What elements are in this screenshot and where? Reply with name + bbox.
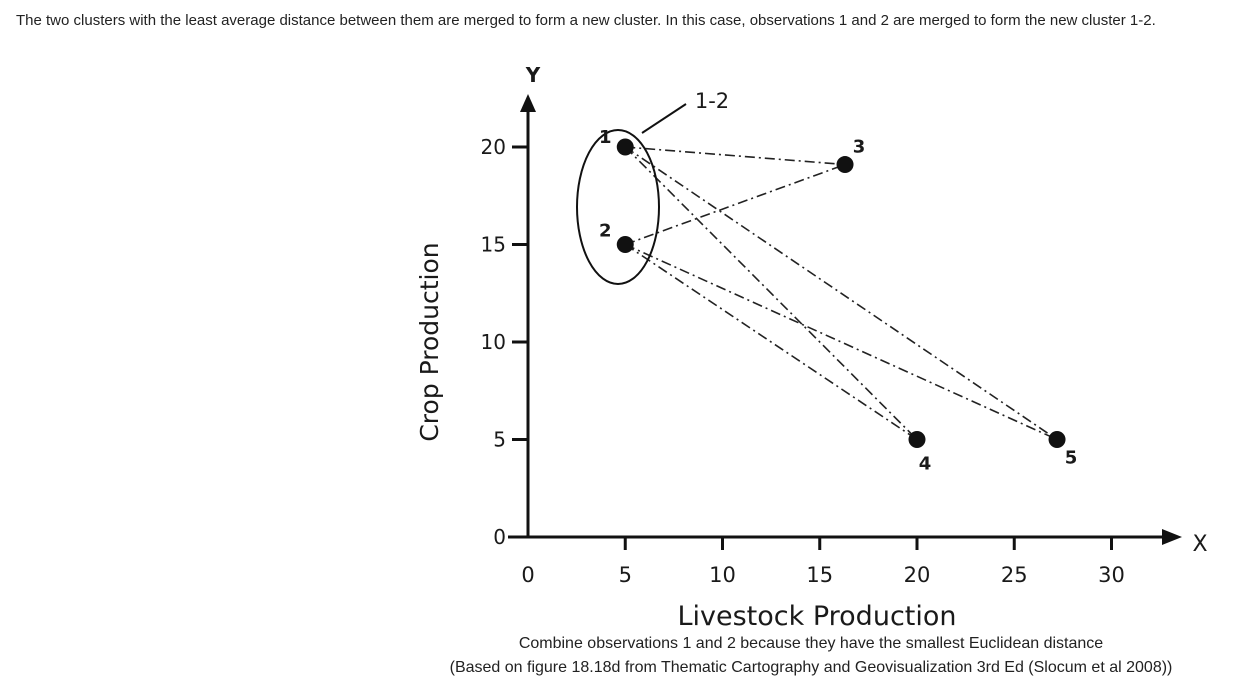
observation-label-1: 1 <box>599 127 612 148</box>
observation-point-1 <box>616 138 634 156</box>
x-tick-label: 0 <box>521 563 534 587</box>
observation-point-5 <box>1048 431 1066 448</box>
x-axis-label: Livestock Production <box>677 601 956 632</box>
observation-points: 1 2 3 4 5 <box>599 127 1077 475</box>
y-axis-arrow <box>520 94 536 112</box>
distance-link-2-3 <box>624 163 846 246</box>
y-tick-label: 0 <box>493 525 506 549</box>
distance-link-1-3 <box>625 146 846 166</box>
x-tick-label: 15 <box>806 563 833 587</box>
x-tick-label: 10 <box>709 563 736 587</box>
x-ticks: 0 5 10 15 20 25 30 <box>521 537 1125 587</box>
observation-label-3: 3 <box>853 137 866 158</box>
distance-link-2-5 <box>624 243 1058 441</box>
cluster-ellipse <box>576 129 660 285</box>
observation-point-3 <box>836 156 854 174</box>
observation-label-5: 5 <box>1065 448 1078 469</box>
distance-links <box>624 146 1058 441</box>
y-ticks: 0 5 10 15 20 <box>481 135 528 549</box>
y-axis-label: Crop Production <box>415 242 444 441</box>
x-tick-label: 25 <box>1001 563 1028 587</box>
caption-line-2: (Based on figure 18.18d from Thematic Ca… <box>449 659 1173 676</box>
observation-point-4 <box>908 431 926 448</box>
distance-link-1-5 <box>624 146 1058 441</box>
y-tick-label: 10 <box>481 330 506 354</box>
y-axis-letter: Y <box>525 63 541 87</box>
x-tick-label: 5 <box>619 563 632 587</box>
caption-line-1: Combine observations 1 and 2 because the… <box>518 635 1104 652</box>
y-tick-label: 15 <box>481 233 506 257</box>
intro-text: The two clusters with the least average … <box>16 12 1156 29</box>
observation-label-2: 2 <box>599 221 612 242</box>
x-axis-letter: X <box>1192 532 1207 557</box>
distance-link-2-4 <box>624 243 918 441</box>
cluster-pointer-line <box>641 103 687 134</box>
observation-point-2 <box>616 236 634 253</box>
x-tick-label: 20 <box>904 563 931 587</box>
observation-label-4: 4 <box>919 454 932 475</box>
cluster-label: 1-2 <box>695 89 729 113</box>
x-tick-label: 30 <box>1098 563 1125 587</box>
y-tick-label: 5 <box>493 428 506 452</box>
distance-link-1-4 <box>624 146 918 441</box>
x-axis-arrow <box>1162 529 1182 545</box>
y-tick-label: 20 <box>481 135 506 159</box>
